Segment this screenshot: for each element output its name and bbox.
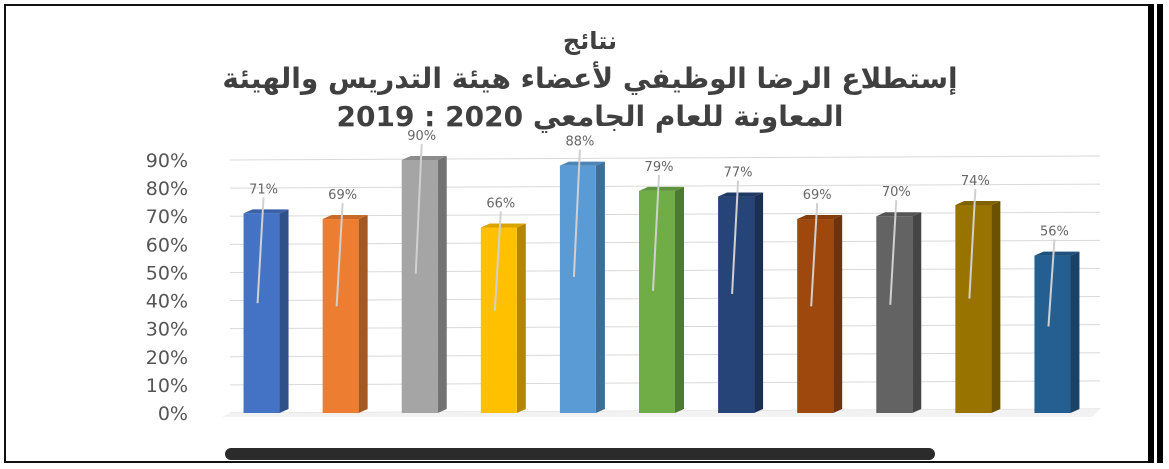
data-label: 56% [1040, 225, 1069, 240]
bar-side [991, 200, 1001, 413]
data-label-leader [652, 174, 660, 291]
y-tick-label: 0% [158, 403, 188, 425]
y-tick-label: 20% [146, 347, 188, 369]
bar-side [437, 156, 447, 413]
data-label: 88% [565, 135, 594, 150]
data-label-leader [810, 202, 819, 307]
chart-title-line-2: إستطلاع الرضا الوظيفي لأعضاء هيئة التدري… [222, 62, 958, 95]
data-label: 90% [407, 129, 436, 144]
data-label-leader [256, 197, 265, 304]
bar-top [480, 223, 526, 228]
y-tick-label: 80% [146, 178, 188, 200]
bar-top [1034, 251, 1080, 256]
y-tick-label: 50% [146, 262, 188, 284]
bar-top [322, 215, 368, 220]
bar-side [833, 215, 843, 413]
bar-side [595, 161, 605, 413]
bar-side [912, 212, 922, 413]
y-tick-label: 30% [146, 319, 188, 341]
data-label-leader [414, 143, 423, 274]
chart-title-line-3: المعاونة للعام الجامعي 2020 : 2019 [336, 100, 844, 133]
bar-top [797, 215, 843, 220]
bar-top [955, 200, 1001, 205]
bar-side [675, 186, 684, 413]
data-label: 69% [803, 188, 832, 203]
horizontal-scrollbar[interactable] [225, 448, 935, 460]
data-label: 71% [249, 182, 278, 197]
data-label-leader [1047, 239, 1056, 327]
data-label: 69% [328, 188, 357, 203]
gridline [229, 183, 1101, 189]
chart-title-line-1: نتائج [562, 27, 618, 55]
data-label-leader [731, 180, 740, 295]
bar-side [358, 215, 368, 413]
y-tick-label: 40% [146, 291, 188, 313]
data-label: 74% [961, 174, 990, 189]
data-label-leader [889, 200, 898, 305]
data-label: 77% [724, 166, 753, 181]
data-label: 70% [882, 185, 911, 200]
data-label: 79% [645, 160, 674, 175]
gridline [229, 155, 1101, 161]
window-edge [1148, 4, 1163, 463]
bar-top [243, 209, 289, 214]
bar-top [559, 161, 605, 166]
data-label-leader [335, 202, 344, 307]
bar-side [279, 209, 289, 413]
y-tick-label: 60% [146, 234, 188, 256]
bar-top [639, 186, 684, 191]
data-label-leader [572, 149, 581, 277]
bar-side [754, 192, 764, 413]
chart-title: نتائج إستطلاع الرضا الوظيفي لأعضاء هيئة … [140, 22, 1040, 136]
bar-side [1070, 251, 1080, 413]
data-label-leader [968, 188, 977, 299]
data-label: 66% [486, 196, 515, 211]
y-tick-label: 10% [146, 375, 188, 397]
data-label-leader [493, 211, 502, 312]
bar-top [718, 192, 764, 197]
bar-top [876, 212, 922, 217]
bar-top [401, 156, 447, 160]
bar-side [516, 223, 526, 413]
y-tick-label: 90% [146, 150, 188, 172]
y-tick-label: 70% [146, 206, 188, 228]
